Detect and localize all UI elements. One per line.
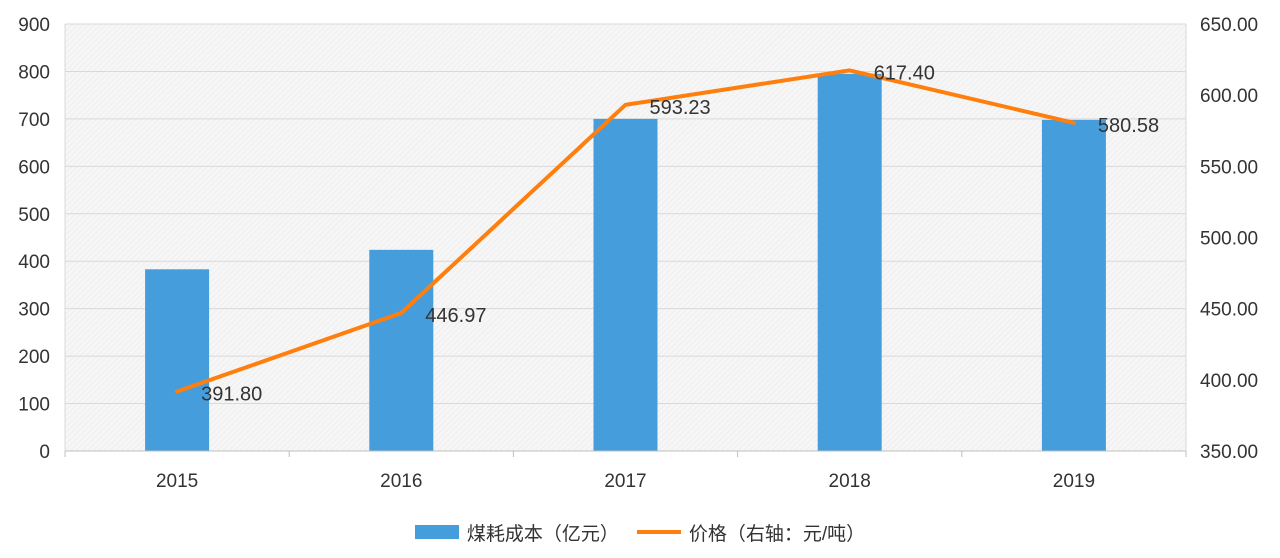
price-data-label: 446.97 (425, 305, 486, 327)
x-tick-label: 2016 (380, 471, 422, 492)
legend-bar-label: 煤耗成本（亿元） (466, 523, 619, 545)
y-right-tick-label: 500.00 (1200, 229, 1258, 250)
price-data-label: 593.23 (650, 97, 711, 119)
y-right-tick-label: 550.00 (1200, 157, 1258, 178)
y-right-tick-label: 400.00 (1200, 371, 1258, 392)
bar (369, 249, 434, 451)
legend-item-bar: 煤耗成本（亿元） (414, 519, 619, 546)
legend-line-label: 价格（右轴：元/吨） (688, 523, 866, 545)
y-left-tick-label: 600 (18, 157, 50, 178)
y-right-tick-label: 600.00 (1200, 86, 1258, 107)
bar (817, 73, 882, 452)
x-tick-label: 2018 (829, 471, 871, 492)
legend-line-swatch (636, 530, 681, 534)
y-left-tick-label: 200 (18, 347, 50, 368)
legend-bar-swatch (414, 525, 459, 539)
y-left-tick-label: 700 (18, 110, 50, 131)
y-right-tick-label: 450.00 (1200, 300, 1258, 321)
price-data-label: 580.58 (1098, 115, 1159, 137)
bar (145, 269, 210, 451)
price-data-label: 617.40 (874, 62, 935, 84)
bar (593, 118, 658, 451)
price-line (175, 68, 1076, 394)
data-labels: 391.80 446.97 593.23 617.40 580.58 (201, 62, 1159, 405)
y-left-tick-label: 900 (18, 15, 50, 36)
y-left-tick-label: 400 (18, 252, 50, 273)
y-left-tick-label: 300 (18, 300, 50, 321)
combo-chart: 0 100 200 300 400 500 600 700 800 900 350.00 400.00… (18, 15, 1258, 492)
y-left-tick-label: 100 (18, 395, 50, 416)
y-right-tick-label: 350.00 (1200, 442, 1258, 463)
line-series (175, 68, 1076, 394)
x-tick-label: 2017 (604, 471, 646, 492)
y-left-tick-label: 500 (18, 205, 50, 226)
axes: 0 100 200 300 400 500 600 700 800 900 350.00 400.00… (18, 15, 1258, 492)
y-left-tick-label: 0 (39, 442, 50, 463)
bar-series (145, 73, 1106, 452)
price-data-label: 391.80 (201, 384, 262, 406)
x-tick-label: 2015 (156, 471, 198, 492)
legend-item-line: 价格（右轴：元/吨） (636, 519, 866, 546)
y-left-tick-label: 800 (18, 62, 50, 83)
y-right-tick-label: 650.00 (1200, 15, 1258, 36)
x-tick-label: 2019 (1053, 471, 1095, 492)
legend: 煤耗成本（亿元） 价格（右轴：元/吨） (0, 518, 1280, 546)
bar (1041, 119, 1106, 452)
